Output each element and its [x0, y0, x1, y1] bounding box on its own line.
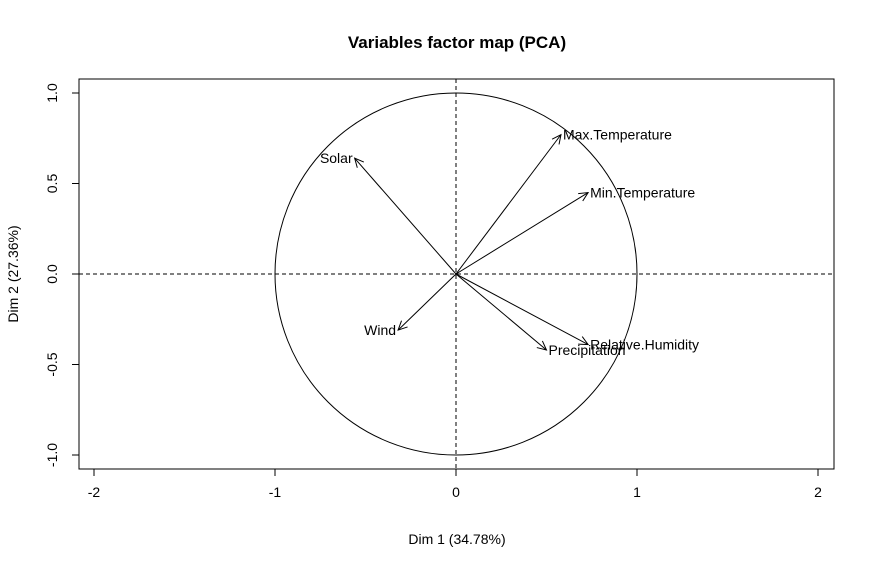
- variable-arrow: Relative.Humidity: [455, 273, 699, 353]
- arrow-shaft: [354, 157, 457, 275]
- variable-arrow: Max.Temperature: [455, 127, 672, 275]
- y-tick-label: 0.0: [44, 264, 60, 284]
- arrow-shaft: [455, 192, 589, 275]
- arrow-head: [353, 157, 365, 168]
- x-axis: -2 -1 0 1 2: [88, 468, 822, 500]
- arrow-head: [536, 340, 548, 351]
- arrow-head: [551, 133, 562, 145]
- variable-label: Solar: [320, 150, 353, 166]
- arrow-head: [397, 320, 408, 331]
- arrow-shaft: [397, 273, 457, 331]
- variable-label: Max.Temperature: [563, 127, 672, 143]
- arrow-shaft: [455, 273, 589, 346]
- variable-arrow: Precipitation: [455, 273, 626, 358]
- x-tick-label: -1: [269, 484, 282, 500]
- x-tick-label: 1: [633, 484, 641, 500]
- y-axis-label: Dim 2 (27.36%): [5, 225, 21, 322]
- variable-arrow: Wind: [364, 273, 457, 338]
- y-tick-label: -1.0: [44, 443, 60, 467]
- variable-label: Wind: [364, 322, 396, 338]
- y-axis: -1.0 -0.5 0.0 0.5 1.0: [44, 83, 80, 467]
- variable-label: Min.Temperature: [590, 185, 695, 201]
- arrow-head: [578, 336, 590, 346]
- arrow-head: [578, 191, 590, 202]
- y-tick-label: 1.0: [44, 83, 60, 103]
- chart-title: Variables factor map (PCA): [348, 33, 566, 52]
- x-tick-label: -2: [88, 484, 101, 500]
- y-tick-label: -0.5: [44, 352, 60, 376]
- variable-arrow: Solar: [320, 150, 457, 275]
- plot-layer: Max.Temperature Min.Temperature Solar Wind P…: [79, 79, 834, 469]
- variable-label: Relative.Humidity: [590, 337, 699, 353]
- variable-arrow: Min.Temperature: [455, 185, 695, 275]
- correlation-circle: [274, 92, 638, 456]
- x-tick-label: 2: [814, 484, 822, 500]
- arrow-shaft: [455, 134, 562, 275]
- arrow-shaft: [455, 273, 547, 351]
- x-axis-label: Dim 1 (34.78%): [408, 531, 505, 547]
- variable-label: Precipitation: [549, 342, 626, 358]
- y-tick-label: 0.5: [44, 174, 60, 194]
- x-tick-label: 0: [452, 484, 460, 500]
